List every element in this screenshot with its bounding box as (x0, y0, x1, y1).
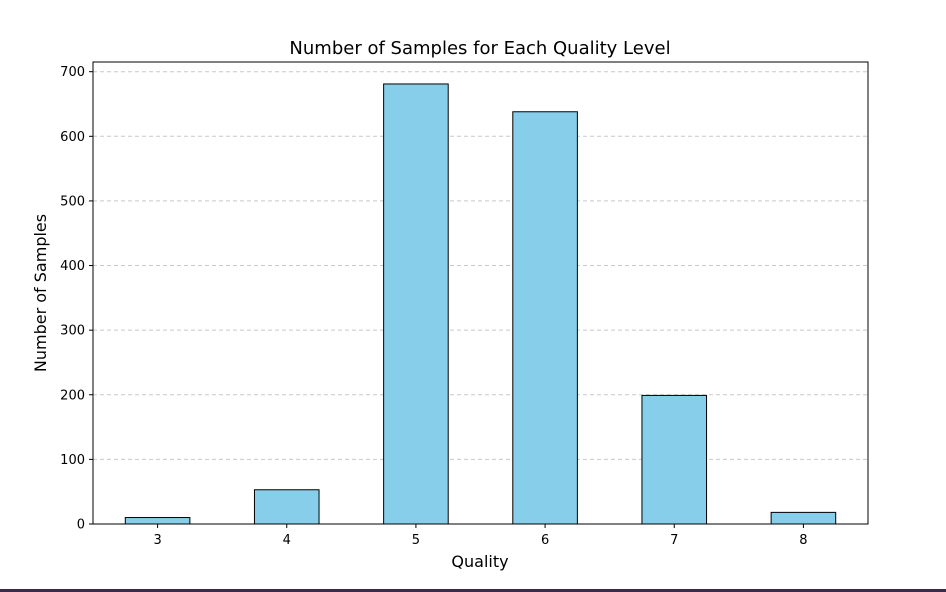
y-tick-label: 300 (60, 324, 85, 339)
bar-quality-8 (770, 511, 837, 525)
x-tick-label: 8 (799, 533, 807, 548)
y-tick-label: 700 (60, 65, 85, 80)
x-tick-label: 7 (670, 533, 678, 548)
bar-quality-4 (253, 489, 320, 525)
x-tick-label: 6 (541, 533, 549, 548)
bars (124, 83, 837, 525)
x-axis-label: Quality (451, 552, 508, 571)
y-axis-label: Number of Samples (31, 214, 50, 372)
y-tick-label: 500 (60, 194, 85, 209)
x-tick-label: 4 (283, 533, 291, 548)
y-tick-label: 0 (77, 518, 85, 533)
bar-quality-5 (383, 83, 449, 525)
y-tick-label: 100 (60, 453, 85, 468)
x-axis-ticks: 3 4 5 6 7 8 (153, 524, 808, 548)
y-tick-label: 400 (60, 259, 85, 274)
x-tick-label: 5 (412, 533, 420, 548)
window-bottom-border (0, 589, 946, 592)
bar-quality-7 (641, 394, 708, 525)
chart-title: Number of Samples for Each Quality Level (289, 38, 670, 59)
y-tick-label: 200 (60, 388, 85, 403)
x-tick-label: 3 (153, 533, 161, 548)
plot-frame (92, 61, 869, 525)
y-tick-label: 600 (60, 130, 85, 145)
grid-lines (93, 71, 868, 460)
y-axis-ticks: 0 100 200 300 400 500 600 700 (60, 65, 93, 533)
bar-quality-3 (124, 517, 191, 525)
bar-quality-6 (512, 111, 578, 525)
